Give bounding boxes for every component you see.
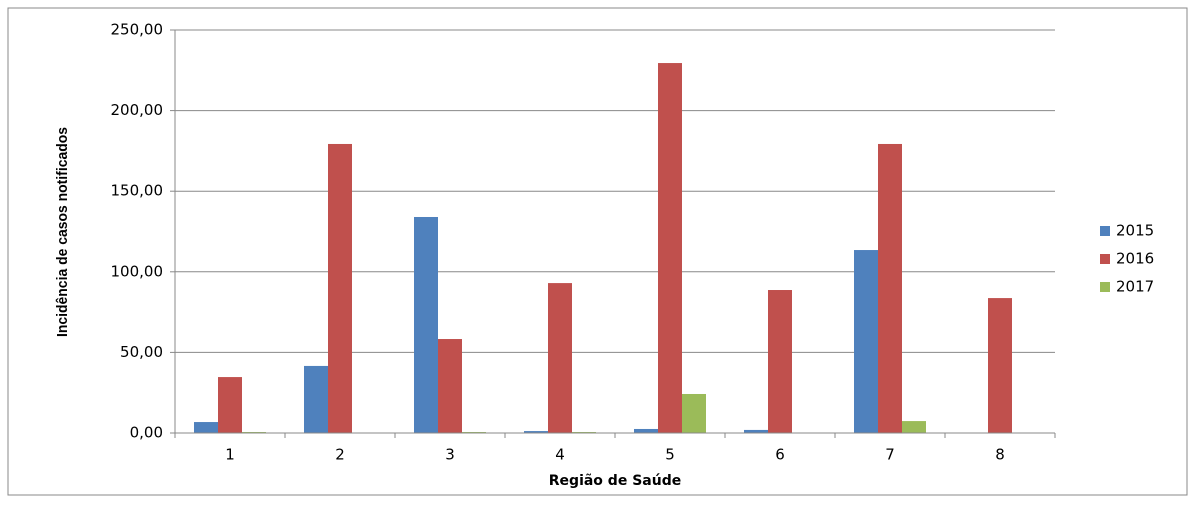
bar bbox=[328, 144, 352, 433]
x-axis-label: Região de Saúde bbox=[549, 473, 681, 489]
x-tick-label: 8 bbox=[995, 446, 1005, 464]
legend-swatch bbox=[1100, 282, 1110, 292]
legend-swatch bbox=[1100, 226, 1110, 236]
y-tick-label: 100,00 bbox=[111, 262, 164, 280]
bar bbox=[902, 421, 926, 433]
bar bbox=[658, 63, 682, 433]
bar bbox=[438, 339, 462, 433]
y-tick-label: 50,00 bbox=[120, 343, 163, 361]
legend-label: 2015 bbox=[1116, 222, 1154, 240]
x-tick-label: 1 bbox=[225, 446, 235, 464]
bar bbox=[854, 250, 878, 433]
legend-label: 2017 bbox=[1116, 278, 1154, 296]
x-tick-label: 6 bbox=[775, 446, 785, 464]
x-tick-label: 3 bbox=[445, 446, 455, 464]
bar bbox=[548, 283, 572, 433]
x-tick-label: 7 bbox=[885, 446, 895, 464]
x-tick-label: 5 bbox=[665, 446, 675, 464]
legend-swatch bbox=[1100, 254, 1110, 264]
bar bbox=[682, 394, 706, 433]
y-tick-label: 150,00 bbox=[111, 182, 164, 200]
x-tick-label: 2 bbox=[335, 446, 345, 464]
bar bbox=[304, 366, 328, 433]
y-tick-label: 200,00 bbox=[111, 101, 164, 119]
bar bbox=[194, 422, 218, 433]
bar bbox=[768, 290, 792, 433]
y-tick-label: 0,00 bbox=[130, 424, 163, 442]
y-tick-label: 250,00 bbox=[111, 21, 164, 39]
y-axis-label: Incidência de casos notificados bbox=[54, 127, 71, 337]
bar bbox=[414, 217, 438, 433]
bar bbox=[218, 377, 242, 433]
bar bbox=[878, 144, 902, 433]
x-tick-label: 4 bbox=[555, 446, 565, 464]
legend-label: 2016 bbox=[1116, 250, 1154, 268]
bar bbox=[988, 298, 1012, 433]
bar bbox=[634, 429, 658, 433]
